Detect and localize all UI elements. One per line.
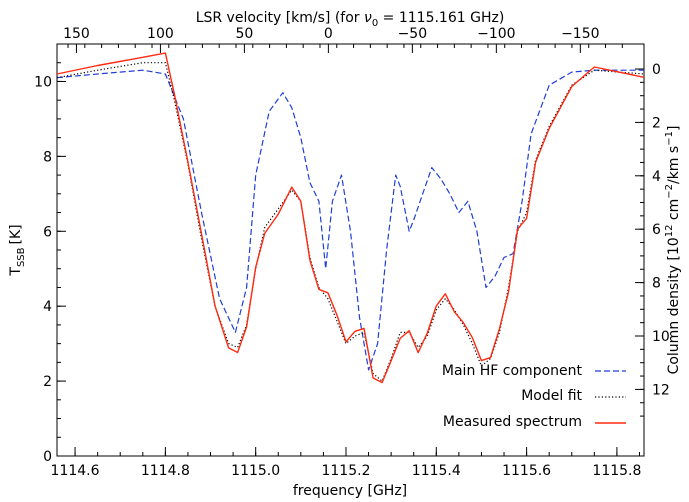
y-tick-label-5: 10 (34, 74, 52, 90)
x-axis-ticks: 1114.6 1114.8 1115.0 1115.2 1115.4 1115.6 1115… (51, 447, 641, 479)
right-tick-label-4: 8 (652, 276, 661, 292)
top-tick-label-0: 150 (63, 26, 90, 42)
y-tick-label-4: 8 (43, 149, 52, 165)
right-column-density-axis-ticks: 0 2 4 6 8 10 12 (635, 62, 670, 417)
series-line-main-hf-component (56, 69, 644, 371)
right-tick-label-5: 10 (652, 329, 670, 345)
top-velocity-axis-ticks: 150 100 50 0 −50 −100 −150 (63, 26, 623, 53)
legend-label-main-hf: Main HF component (442, 363, 583, 379)
y-tick-label-3: 6 (43, 224, 52, 240)
y-tick-label-0: 0 (43, 449, 52, 465)
y-tick-label-1: 2 (43, 374, 52, 390)
top-tick-label-6: −150 (561, 26, 599, 42)
right-tick-label-2: 4 (652, 169, 661, 185)
right-axis-title: Column density [1012 cm−2/km s−1] (664, 126, 682, 375)
top-tick-label-1: 100 (147, 26, 174, 42)
right-tick-label-1: 2 (652, 115, 661, 131)
series-line-measured-spectrum (56, 52, 645, 384)
legend: Main HF component Model fit Measured spe… (442, 363, 626, 430)
right-tick-label-6: 12 (652, 382, 670, 398)
x-tick-label-5: 1115.6 (502, 463, 551, 479)
legend-label-model-fit: Model fit (521, 388, 582, 404)
top-tick-label-4: −50 (398, 26, 428, 42)
x-tick-label-1: 1114.8 (141, 463, 190, 479)
top-axis-title: LSR velocity [km/s] (for ν0 = 1115.161 G… (196, 10, 505, 29)
top-tick-label-3: 0 (324, 26, 333, 42)
top-tick-label-2: 50 (235, 26, 253, 42)
x-tick-label-2: 1115.0 (231, 463, 280, 479)
y-axis-ticks: 0 2 4 6 8 10 (34, 43, 66, 465)
top-tick-label-5: −100 (477, 26, 515, 42)
x-axis-title: frequency [GHz] (293, 483, 407, 499)
series-line-model-fit (56, 62, 645, 382)
right-tick-label-0: 0 (652, 62, 661, 78)
x-tick-label-3: 1115.2 (321, 463, 370, 479)
x-tick-label-4: 1115.4 (412, 463, 461, 479)
x-tick-label-0: 1114.6 (51, 463, 100, 479)
x-tick-label-6: 1115.8 (592, 463, 641, 479)
y-tick-label-2: 4 (43, 299, 52, 315)
y-axis-title: TSSB[K] (8, 224, 27, 276)
series-layer (56, 52, 645, 384)
legend-label-measured: Measured spectrum (443, 414, 582, 430)
right-tick-label-3: 6 (652, 222, 661, 238)
